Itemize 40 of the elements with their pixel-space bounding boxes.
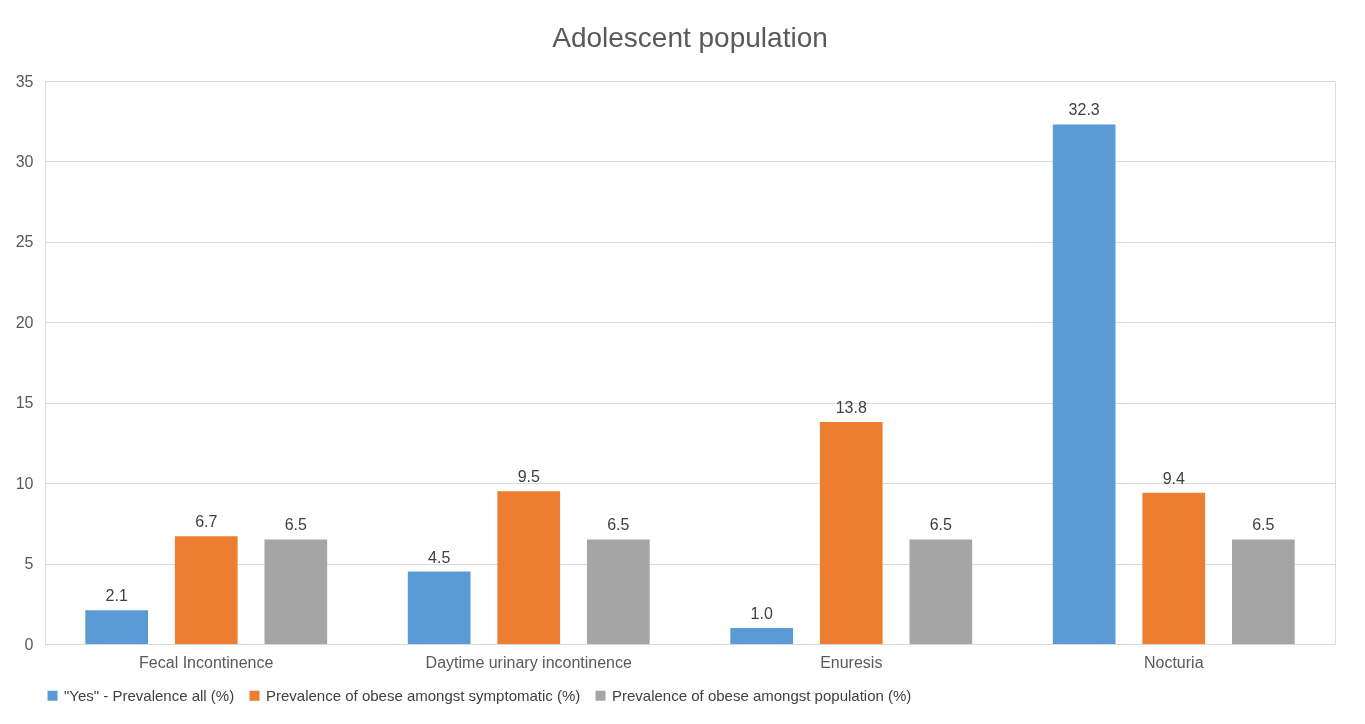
y-tick-label: 35	[15, 72, 34, 90]
x-tick-label: Daytime urinary incontinence	[425, 653, 633, 671]
bar	[174, 536, 238, 644]
y-tick-label: 5	[24, 555, 34, 573]
data-label: 4.5	[428, 548, 451, 566]
bar	[497, 491, 561, 644]
bar	[909, 539, 973, 644]
data-label: 6.5	[929, 516, 953, 534]
bar	[1052, 124, 1116, 644]
legend-label: Prevalence of obese amongst symptomatic (%)	[266, 686, 581, 704]
data-label: 32.3	[1068, 101, 1100, 119]
data-label: 9.4	[1162, 469, 1185, 487]
x-tick-label: Nocturia	[1143, 653, 1204, 671]
bar	[85, 610, 149, 644]
y-tick-label: 25	[15, 233, 34, 251]
data-label: 6.5	[1252, 516, 1275, 534]
y-tick-label: 20	[15, 313, 34, 331]
legend-label: Prevalence of obese amongst population (%)	[612, 686, 912, 704]
y-tick-label: 10	[15, 474, 34, 492]
data-label: 6.7	[195, 513, 218, 531]
bar	[1142, 492, 1206, 644]
bar	[730, 627, 794, 644]
legend-label: "Yes" - Prevalence all (%)	[64, 686, 235, 704]
data-label: 2.1	[105, 587, 128, 605]
chart-title: Adolescent population	[552, 22, 828, 53]
bar	[819, 422, 883, 644]
bar	[264, 539, 328, 644]
bar	[1231, 539, 1295, 644]
x-tick-label: Fecal Incontinence	[139, 653, 274, 671]
bar	[586, 539, 650, 644]
y-tick-label: 0	[24, 635, 34, 653]
y-tick-label: 30	[15, 152, 34, 170]
data-label: 1.0	[750, 604, 773, 622]
bar	[407, 571, 471, 644]
data-label: 6.5	[284, 516, 308, 534]
data-label: 9.5	[517, 468, 540, 486]
data-label: 6.5	[607, 516, 630, 534]
y-tick-label: 15	[15, 394, 34, 412]
data-label: 13.8	[835, 399, 867, 417]
x-tick-label: Enuresis	[820, 653, 883, 671]
